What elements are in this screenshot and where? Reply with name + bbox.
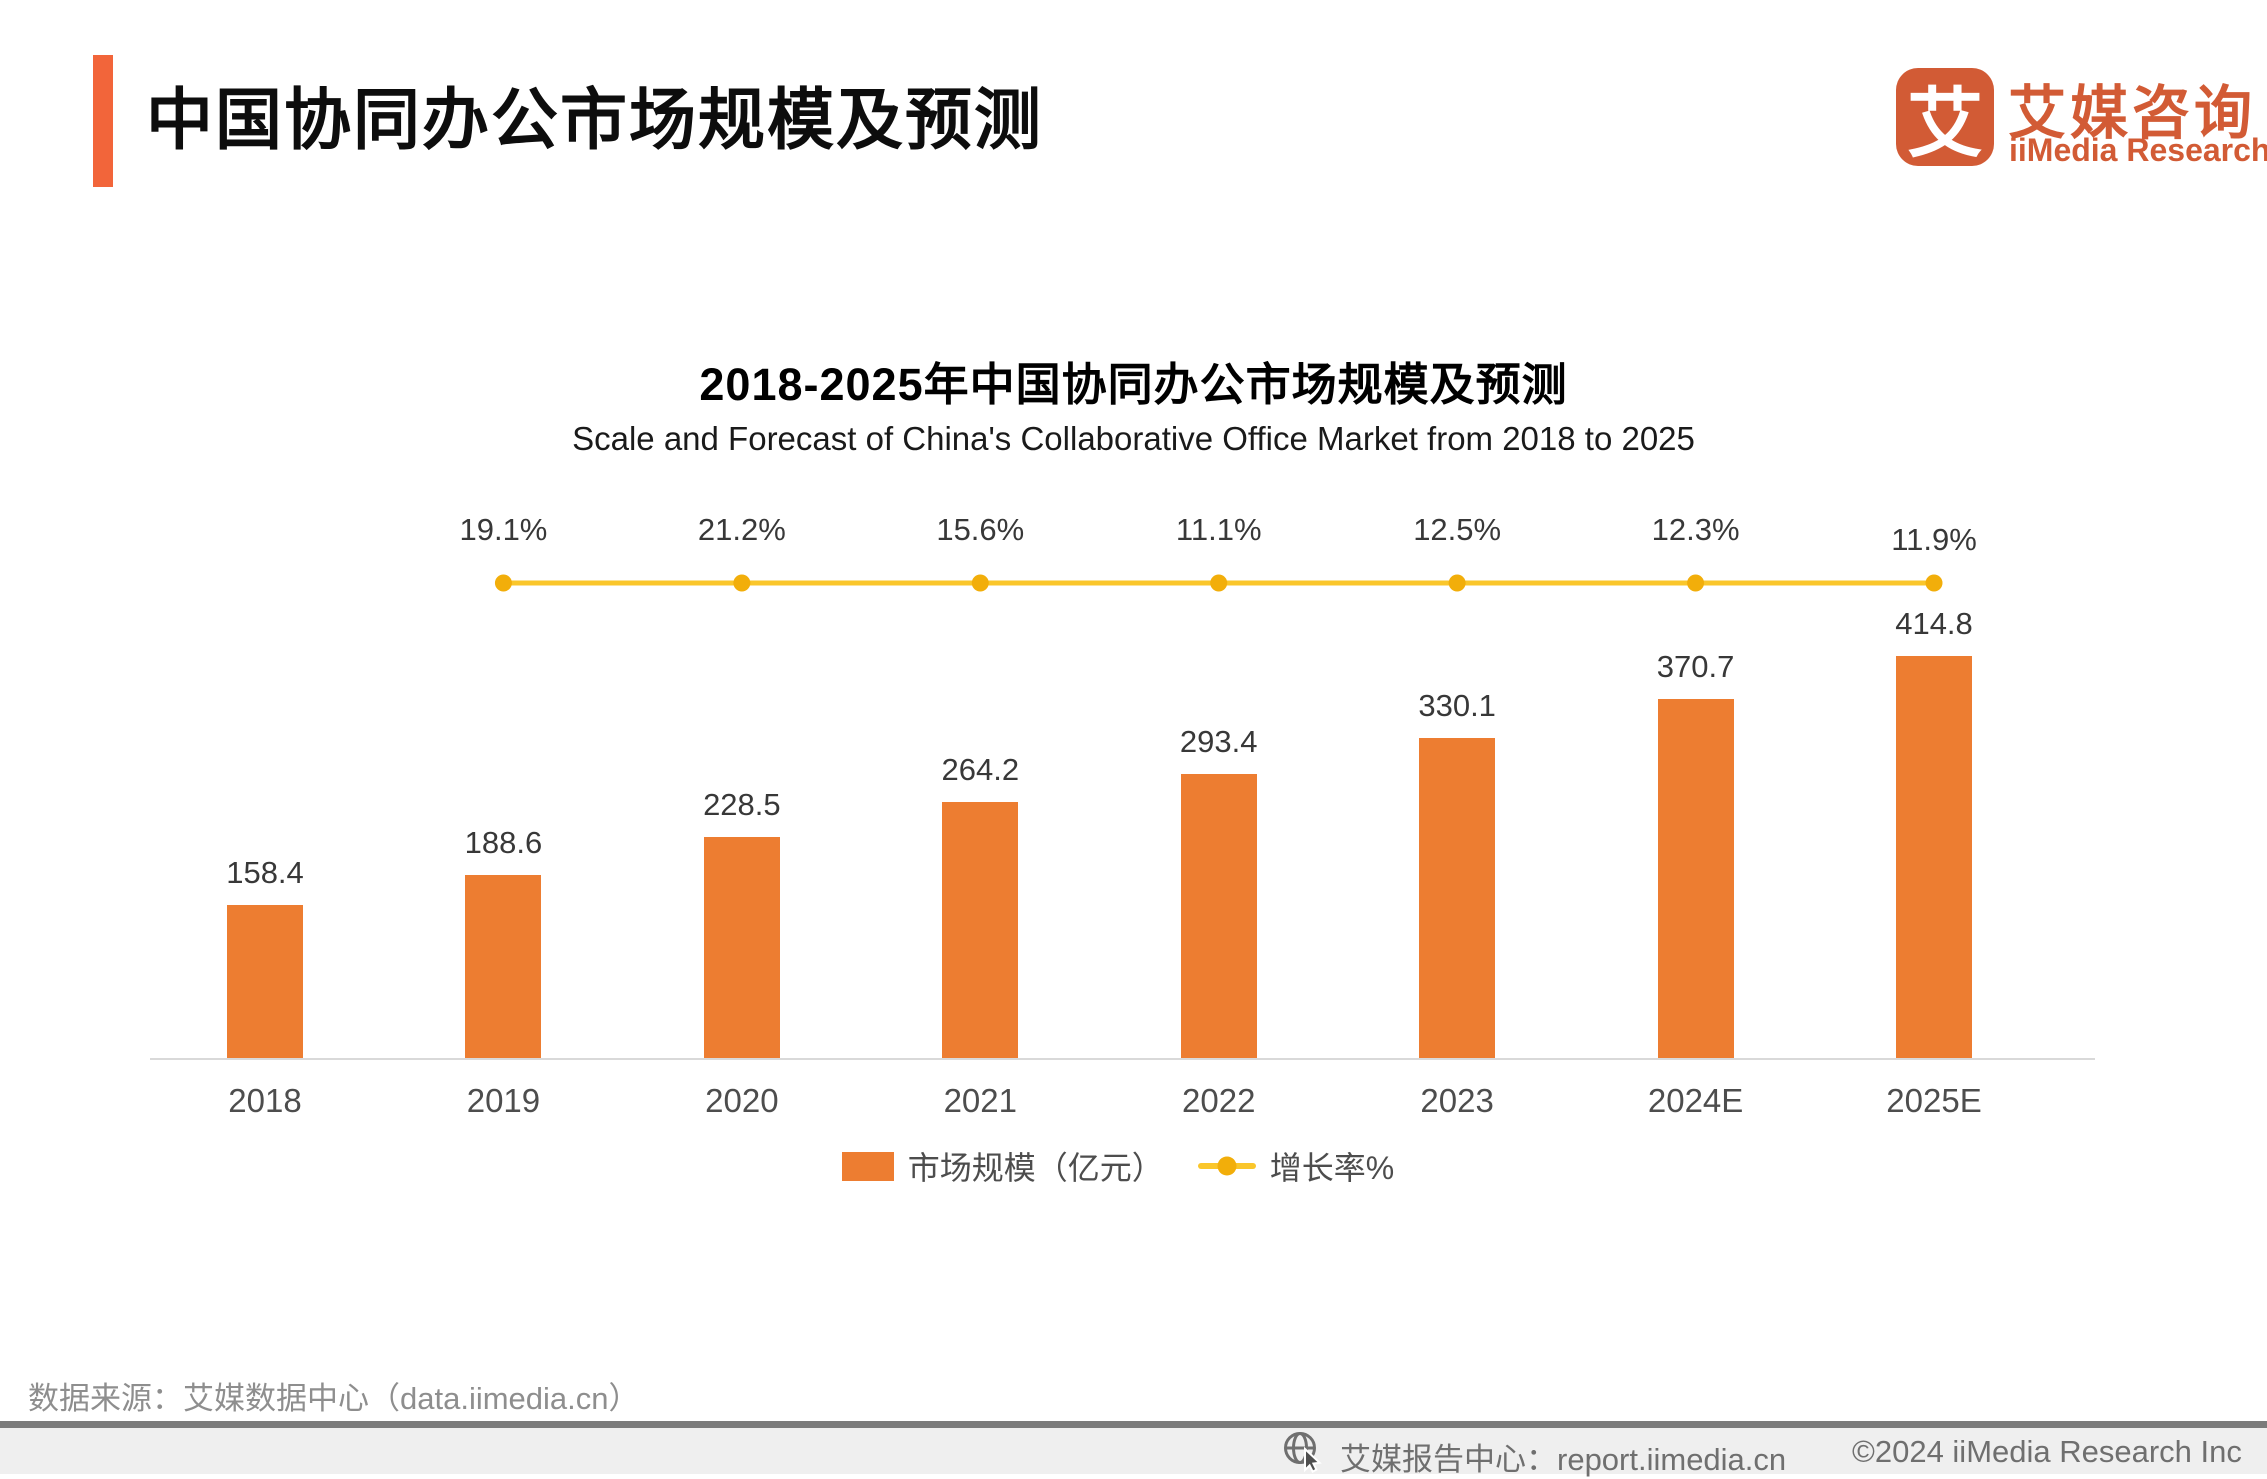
legend-label-growth-rate: 增长率% [1269, 1150, 1395, 1186]
growth-rate-label: 19.1% [459, 512, 548, 547]
chart-legend: 市场规模（亿元） 增长率% [150, 1143, 2086, 1189]
x-tick-label: 2018 [228, 1082, 302, 1119]
bar-value-label: 293.4 [1179, 723, 1258, 759]
globe-cursor-icon [1284, 1432, 1322, 1473]
x-axis-line [150, 1058, 2095, 1060]
x-tick-label: 2022 [1182, 1082, 1256, 1119]
bar-value-label: 370.7 [1656, 648, 1735, 684]
x-tick-label: 2020 [705, 1082, 779, 1119]
bar [1180, 773, 1257, 1058]
bar-value-label: 188.6 [464, 825, 543, 861]
page-title: 中国协同办公市场规模及预测 [146, 83, 1043, 158]
chart-subtitle: Scale and Forecast of China's Collaborat… [572, 420, 1695, 457]
bar [465, 875, 542, 1058]
logo-name-cn: 艾媒咨询 [2008, 81, 2257, 146]
growth-rate-line [494, 574, 1943, 592]
growth-point [733, 574, 751, 592]
bar-value-label: 414.8 [1895, 606, 1973, 641]
plot-area: 158.4 188.6 228.5 264.2 293.4 330.1 370.7 414.8… [150, 500, 2095, 1060]
bar [227, 904, 303, 1058]
growth-point [1687, 574, 1705, 592]
growth-rate-label: 11.9% [1891, 522, 1977, 557]
iimedia-logo: 艾 艾媒咨询 iiMedia Research [1896, 66, 2267, 176]
bar [1896, 656, 1972, 1058]
growth-rate-label: 12.3% [1651, 512, 1740, 547]
legend-item-growth-rate: 增长率% [1197, 1143, 1395, 1189]
x-tick-label: 2019 [466, 1082, 541, 1119]
footer-copyright: ©2024 iiMedia Research Inc [1852, 1434, 2242, 1469]
iimedia-logo-icon: 艾 [1896, 68, 1994, 167]
x-tick-label: 2025E [1886, 1082, 1982, 1119]
chart-title: 2018-2025年中国协同办公市场规模及预测 [699, 359, 1568, 410]
legend-item-market-scale: 市场规模（亿元） [841, 1143, 1164, 1189]
legend-line-dot [1217, 1156, 1237, 1176]
x-axis-labels: 2018 2019 2020 2021 2022 2023 2024E 2025E [150, 1082, 2086, 1124]
x-tick-label: 2021 [943, 1082, 1017, 1119]
growth-point [494, 574, 512, 592]
bar [703, 836, 780, 1058]
growth-rate-label: 21.2% [697, 512, 786, 547]
growth-point [1448, 574, 1466, 592]
bar [942, 802, 1019, 1058]
title-accent-bar [93, 55, 113, 187]
footer-report-center: 艾媒报告中心：report.iimedia.cn [1340, 1442, 1787, 1477]
bar-value-label: 330.1 [1418, 688, 1496, 724]
legend-bar-swatch [841, 1151, 894, 1181]
growth-point [971, 574, 989, 592]
data-source-note: 数据来源：艾媒数据中心（data.iimedia.cn） [28, 1381, 640, 1416]
bar [1419, 738, 1496, 1058]
footer-divider [0, 1421, 2267, 1428]
bar-value-label: 264.2 [941, 752, 1020, 787]
growth-point [1925, 574, 1943, 592]
growth-rate-label: 11.1% [1175, 512, 1262, 547]
logo-name-en: iiMedia Research [2009, 132, 2267, 168]
bar-value-label: 158.4 [226, 854, 304, 890]
growth-point [1210, 574, 1228, 592]
bar [1657, 698, 1734, 1058]
x-tick-label: 2024E [1647, 1082, 1744, 1119]
legend-label-market-scale: 市场规模（亿元） [907, 1150, 1164, 1186]
growth-rate-label: 12.5% [1413, 512, 1502, 547]
footer-band [0, 1428, 2267, 1474]
legend-line-swatch [1197, 1156, 1256, 1176]
x-tick-label: 2023 [1420, 1082, 1494, 1119]
bar-value-label: 228.5 [703, 786, 781, 822]
growth-rate-label: 15.6% [936, 512, 1025, 547]
